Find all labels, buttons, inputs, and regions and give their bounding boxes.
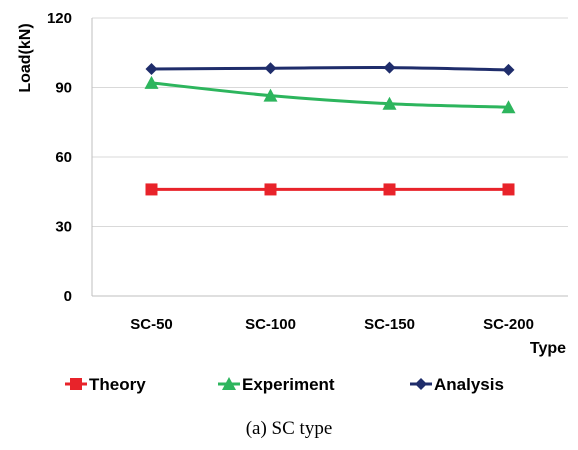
theory-data-point: [264, 183, 277, 196]
legend: Theory Experiment Analysis: [65, 375, 504, 394]
legend-label: Analysis: [434, 375, 504, 394]
y-tick-label: 120: [47, 10, 72, 27]
legend-item-experiment: Experiment: [218, 375, 335, 394]
y-tick-label: 60: [55, 149, 72, 166]
series-markers: [144, 61, 516, 196]
theory-data-point: [502, 183, 515, 196]
experiment-data-point: [382, 96, 397, 110]
figure-caption: (a) SC type: [245, 418, 333, 439]
y-tick-label: 0: [64, 288, 72, 305]
experiment-data-point: [501, 100, 516, 114]
theory-data-point: [145, 183, 158, 196]
legend-item-analysis: Analysis: [410, 375, 504, 394]
tick-labels: 0 30 60 90 120 SC-50 SC-100 SC-150 SC-200: [47, 10, 534, 333]
y-tick-label: 90: [55, 80, 72, 97]
x-tick-label: SC-200: [483, 316, 534, 333]
experiment-series-line: [151, 81, 509, 109]
y-axis-label: Load(kN): [17, 23, 34, 92]
analysis-series-line: [151, 66, 509, 72]
theory-data-point: [383, 183, 396, 196]
legend-marker: [415, 378, 427, 390]
analysis-data-point: [145, 62, 158, 75]
analysis-data-point: [383, 61, 396, 74]
series-lines: [151, 66, 509, 191]
x-tick-label: SC-150: [364, 316, 415, 333]
analysis-data-point: [264, 62, 277, 75]
legend-label: Experiment: [242, 375, 335, 394]
legend-item-theory: Theory: [65, 375, 146, 394]
analysis-data-point: [502, 63, 515, 76]
x-tick-label: SC-100: [245, 316, 296, 333]
x-axis-label: Type: [530, 340, 566, 357]
legend-marker: [222, 377, 236, 390]
legend-label: Theory: [89, 375, 146, 394]
legend-marker: [70, 378, 82, 390]
gridlines: [92, 17, 568, 227]
experiment-data-point: [263, 88, 278, 102]
axes: [91, 18, 568, 297]
y-tick-label: 30: [55, 219, 72, 236]
x-tick-label: SC-50: [130, 316, 173, 333]
experiment-data-point: [144, 75, 159, 89]
